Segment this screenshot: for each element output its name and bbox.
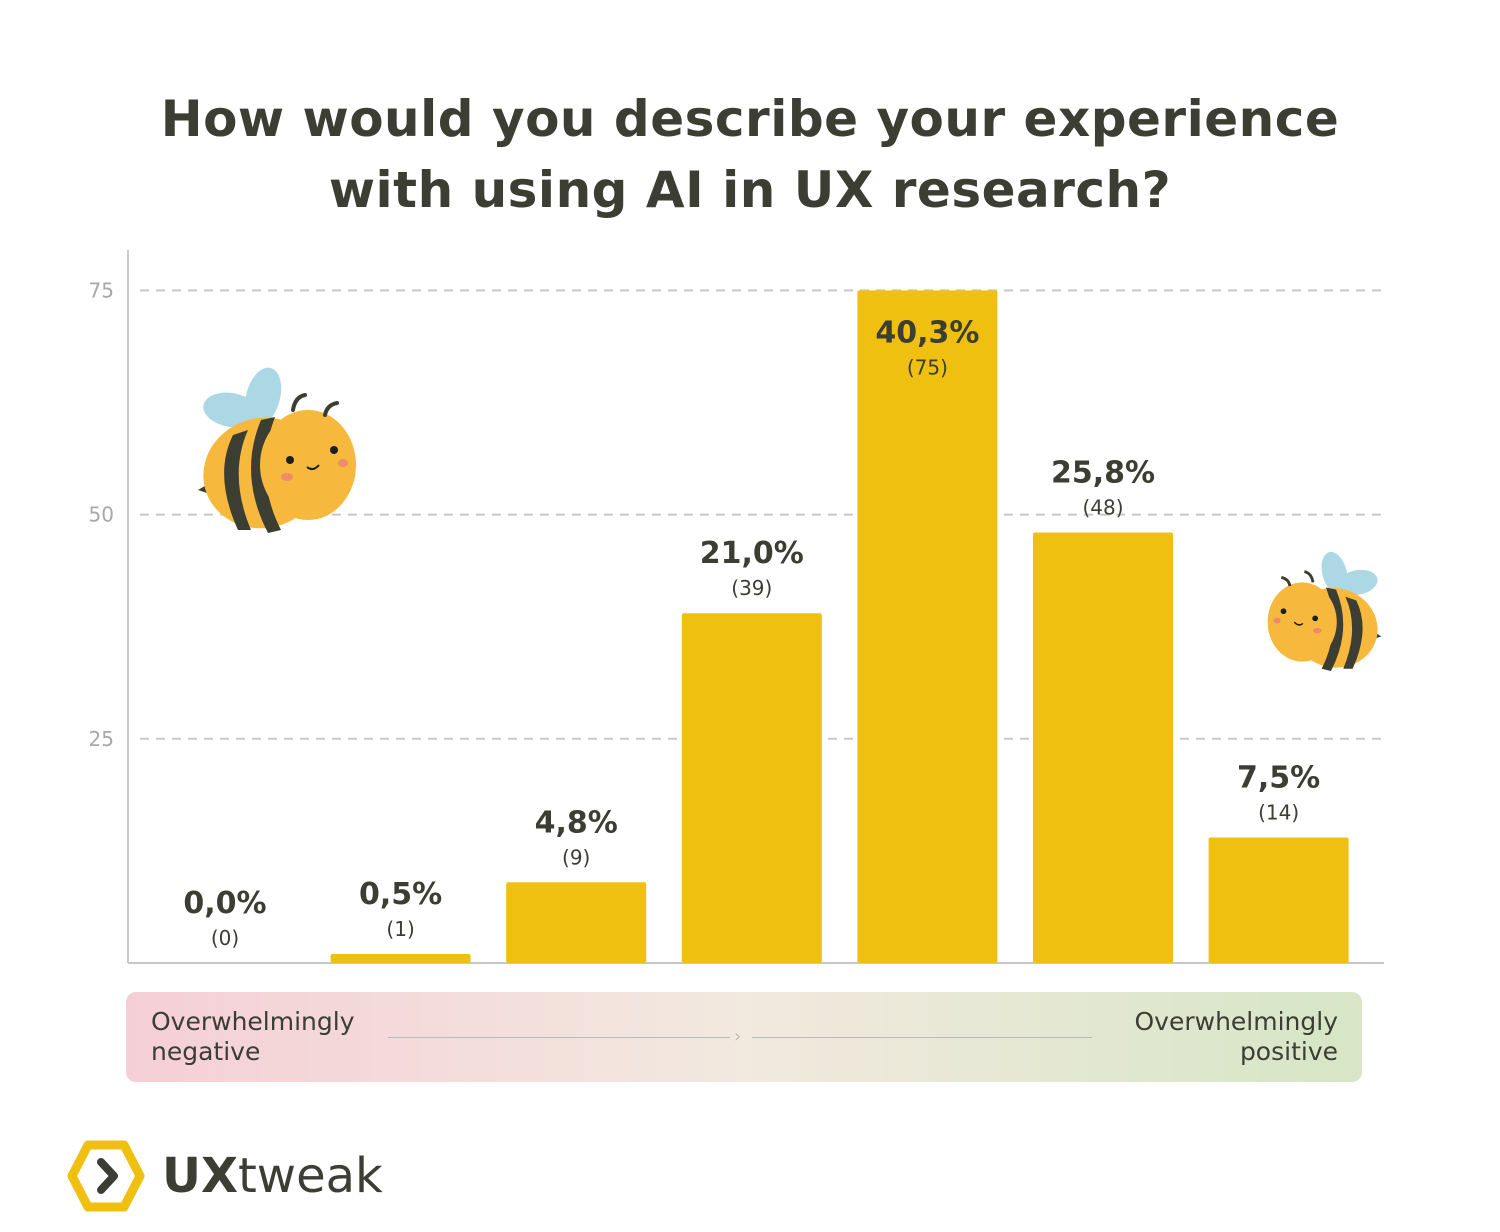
chart-title: How would you describe your experience w… <box>0 84 1500 226</box>
count-label: (1) <box>386 917 414 941</box>
bee-icon <box>1267 551 1382 671</box>
bar <box>330 954 471 963</box>
sentiment-scale: Overwhelmingly negative › Overwhelmingly… <box>126 992 1362 1082</box>
count-label: (0) <box>211 926 239 950</box>
bar <box>857 290 998 963</box>
percent-label: 21,0% <box>700 536 804 571</box>
brand-name: UXtweak <box>162 1148 383 1204</box>
scale-line <box>752 1037 1092 1038</box>
count-label: (14) <box>1258 800 1299 824</box>
count-label: (75) <box>907 355 948 379</box>
title-line-2: with using AI in UX research? <box>328 161 1172 219</box>
count-label: (39) <box>731 576 772 600</box>
percent-label: 25,8% <box>1051 456 1155 491</box>
bar <box>1033 532 1173 963</box>
y-tick-label: 25 <box>89 727 114 751</box>
bar <box>1208 837 1349 963</box>
count-label: (48) <box>1082 496 1123 520</box>
percent-label: 7,5% <box>1237 760 1320 795</box>
percent-label: 4,8% <box>535 805 618 840</box>
percent-label: 0,5% <box>359 877 442 912</box>
chevron-right-icon: › <box>734 1026 742 1047</box>
count-label: (9) <box>562 845 590 869</box>
scale-right-label: Overwhelmingly positive <box>1134 1007 1338 1066</box>
scale-left-label: Overwhelmingly negative <box>151 1007 355 1066</box>
bar <box>681 613 822 963</box>
percent-label: 0,0% <box>183 886 266 921</box>
bar <box>506 882 647 963</box>
title-line-1: How would you describe your experience <box>160 90 1340 148</box>
percent-label: 40,3% <box>875 315 979 350</box>
bee-icon <box>198 367 356 533</box>
y-tick-label: 50 <box>89 503 114 527</box>
uxtweak-logo-icon <box>67 1140 145 1212</box>
y-tick-label: 75 <box>89 278 114 302</box>
scale-line <box>388 1037 730 1038</box>
